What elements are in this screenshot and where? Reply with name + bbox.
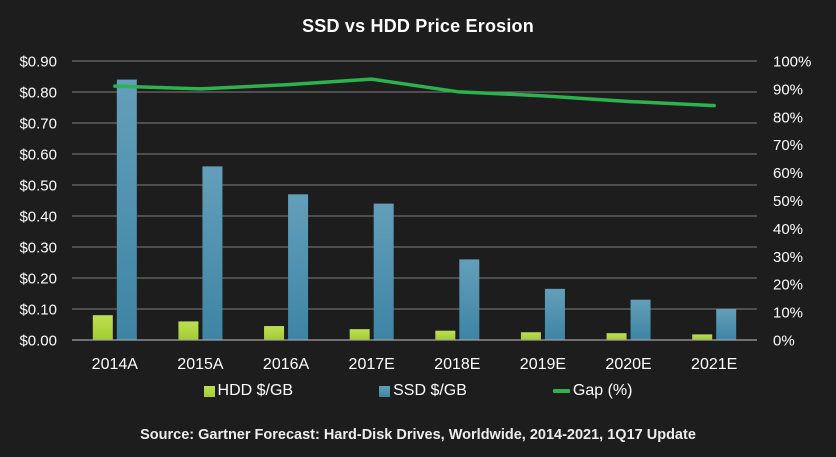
left-axis-tick-label: $0.60: [19, 147, 57, 164]
x-axis-label-2018E: 2018E: [434, 356, 480, 373]
legend-item-ssd: SSD $/GB: [379, 382, 467, 400]
bar-ssd-2014A: [116, 79, 137, 340]
bar-hdd-2020E: [606, 333, 627, 340]
left-axis-tick-label: $0.40: [19, 209, 57, 226]
x-axis-label-2021E: 2021E: [691, 356, 737, 373]
right-axis-tick-label: 10%: [773, 305, 803, 322]
gap-percent-line: [113, 77, 716, 108]
right-axis-tick-label: 40%: [773, 221, 803, 238]
bar-hdd-2016A: [264, 326, 285, 340]
ssd-swatch-icon: [379, 385, 391, 397]
gap-line-swatch-icon: [552, 389, 570, 393]
hdd-swatch-icon: [203, 385, 215, 397]
x-axis-label-2016A: 2016A: [263, 356, 310, 373]
legend-item-gap: Gap (%): [552, 382, 633, 400]
bar-ssd-2018E: [459, 259, 480, 340]
left-axis-tick-label: $0.70: [19, 116, 57, 133]
legend-label-ssd: SSD $/GB: [393, 382, 467, 399]
left-axis-tick-label: $0.00: [19, 333, 57, 350]
x-axis-label-2020E: 2020E: [605, 356, 651, 373]
bar-hdd-2019E: [520, 332, 541, 340]
bar-hdd-2017E: [349, 329, 370, 340]
legend-item-hdd: HDD $/GB: [203, 382, 294, 400]
right-axis-tick-label: 100%: [773, 54, 811, 71]
legend-label-hdd: HDD $/GB: [217, 382, 294, 399]
bar-hdd-2015A: [178, 321, 199, 340]
bar-hdd-2021E: [692, 334, 713, 340]
bar-hdd-2014A: [92, 315, 113, 340]
right-axis-tick-label: 70%: [773, 137, 803, 154]
bar-ssd-2015A: [202, 166, 223, 340]
right-axis-tick-label: 50%: [773, 193, 803, 210]
right-axis-tick-label: 90%: [773, 81, 803, 98]
left-axis-tick-label: $0.10: [19, 302, 57, 319]
bar-hdd-2018E: [435, 330, 456, 340]
right-axis-tick-label: 60%: [773, 165, 803, 182]
x-axis-label-2015A: 2015A: [177, 356, 224, 373]
right-axis-tick-label: 80%: [773, 109, 803, 126]
bar-ssd-2020E: [630, 299, 651, 340]
left-axis-tick-label: $0.50: [19, 178, 57, 195]
right-axis-tick-label: 20%: [773, 277, 803, 294]
bar-ssd-2021E: [716, 309, 737, 340]
legend: HDD $/GB SSD $/GB Gap (%): [0, 382, 836, 400]
left-axis-tick-label: $0.30: [19, 240, 57, 257]
right-axis-tick-label: 0%: [773, 333, 795, 350]
left-axis-tick-label: $0.20: [19, 271, 57, 288]
x-axis-label-2019E: 2019E: [520, 356, 566, 373]
source-note: Source: Gartner Forecast: Hard-Disk Driv…: [140, 427, 696, 443]
x-axis-label-2014A: 2014A: [92, 356, 139, 373]
bar-ssd-2017E: [373, 203, 394, 340]
bar-ssd-2019E: [544, 288, 565, 340]
bar-ssd-2016A: [288, 194, 309, 340]
right-axis-tick-label: 30%: [773, 249, 803, 266]
left-axis-tick-label: $0.80: [19, 85, 57, 102]
chart-title: SSD vs HDD Price Erosion: [302, 16, 534, 36]
left-axis-tick-label: $0.90: [19, 54, 57, 71]
legend-label-gap: Gap (%): [572, 382, 633, 399]
x-axis-label-2017E: 2017E: [349, 356, 395, 373]
